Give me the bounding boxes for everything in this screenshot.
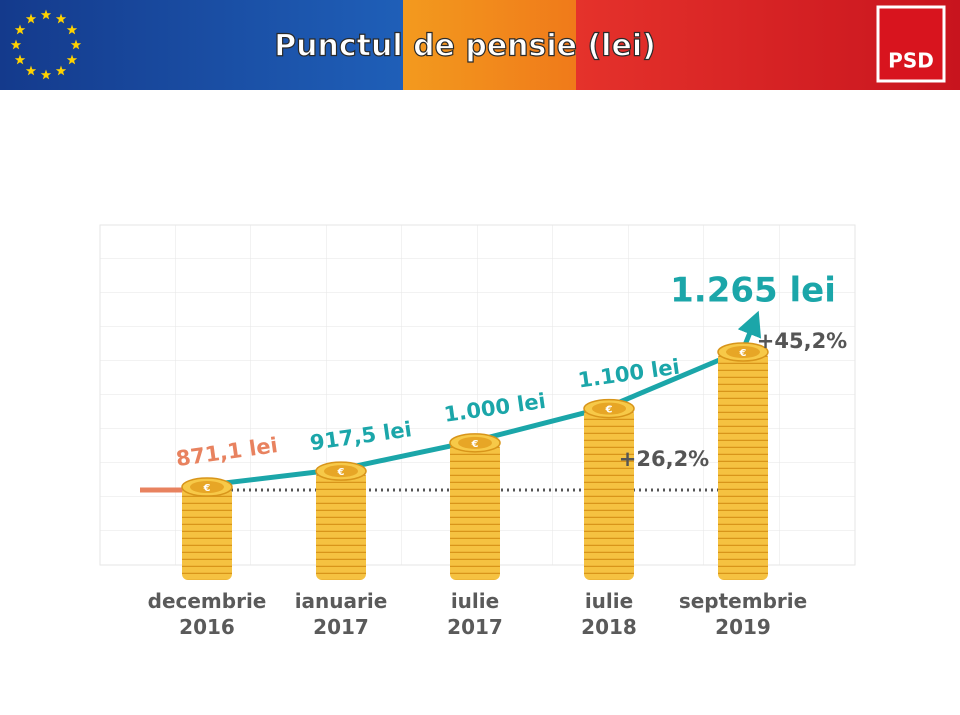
x-tick-label: iulie 2018 [581,589,637,639]
star [66,24,78,35]
star [70,39,82,50]
logo-text: PSD [888,49,934,73]
coin-stack [450,442,500,580]
x-tick-label: ianuarie 2017 [294,589,388,639]
coin-inner [592,402,626,415]
coin-stack [316,471,366,580]
star [40,69,52,80]
annotation: +26,2% [619,447,709,471]
chart-title: Punctul de pensie (lei) [274,29,656,64]
coin-stack [584,408,634,580]
annotation: +45,2% [757,329,847,353]
eu-stars [10,9,82,80]
value-label: 1.265 lei [670,271,836,311]
star [66,54,78,65]
plot: €871,1 lei€917,5 lei €1.000 lei €1.100 lei… [140,271,847,580]
star [25,65,37,76]
banner [0,0,960,90]
coin-symbol: € [605,405,613,416]
logo-box [876,5,946,83]
coin-symbol: € [739,348,747,359]
star [14,54,26,65]
x-tick-label: iulie 2017 [447,589,503,639]
coin-inner [458,436,492,449]
star [55,13,67,24]
star [55,65,67,76]
coin-stack [718,352,768,580]
coin-symbol: € [337,467,345,478]
x-tick-label: decembrie 2016 [147,589,267,639]
coin-symbol: € [471,439,479,450]
coin-inner [190,481,224,494]
coin-inner [324,465,358,478]
coin-symbol: € [203,483,211,494]
star [14,24,26,35]
coin-inner [726,346,760,358]
star [40,9,52,20]
star [10,39,22,50]
coin-stack [182,487,232,580]
star [25,13,37,24]
x-tick-label: septembrie 2019 [678,589,808,639]
